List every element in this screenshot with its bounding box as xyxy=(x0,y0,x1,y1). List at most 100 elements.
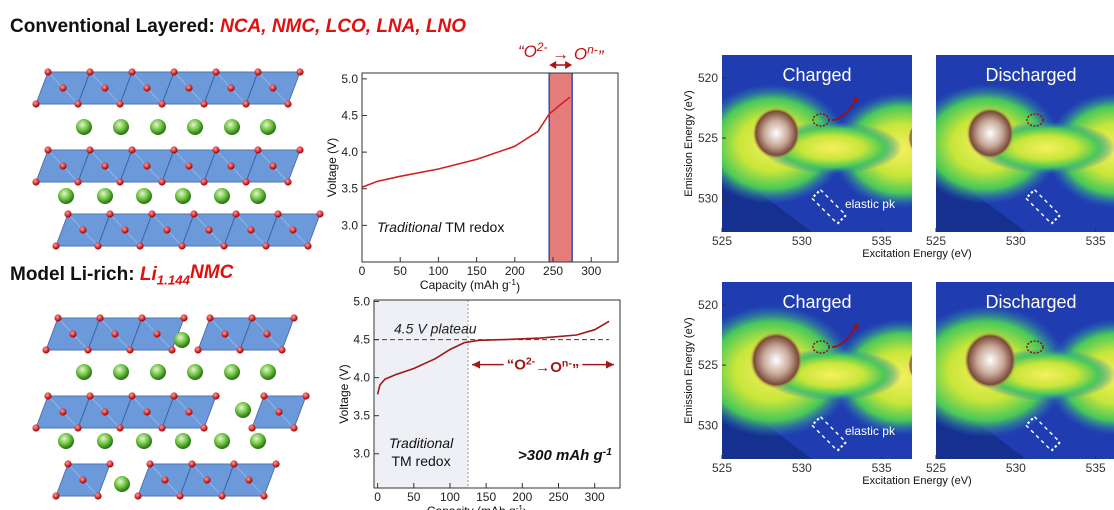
oxygen xyxy=(44,68,52,76)
lithium xyxy=(224,364,240,380)
redox-label: “O2- → On-” xyxy=(518,40,605,66)
map-core xyxy=(963,331,1017,389)
x-tick-label: 535 xyxy=(1086,461,1106,475)
y-tick-label: 525 xyxy=(698,358,718,372)
y-tick-label: 3.0 xyxy=(341,218,358,232)
oxygen xyxy=(121,226,129,234)
label-part: 2- xyxy=(536,40,548,54)
label-part: Capacity (mAh g xyxy=(427,504,516,510)
oxygen xyxy=(96,314,104,322)
oxygen xyxy=(158,100,166,108)
oxygen xyxy=(178,242,186,250)
oxygen xyxy=(59,84,67,92)
y-tick-label: 530 xyxy=(698,191,718,205)
label-part: ” xyxy=(598,47,605,66)
note-rest: TM redox xyxy=(391,453,450,469)
y-tick-label: 4.5 xyxy=(341,108,358,122)
pointer-arrow xyxy=(832,99,857,121)
oxygen xyxy=(190,210,198,218)
lithium xyxy=(174,332,190,348)
x-tick-label: 0 xyxy=(359,264,366,278)
oxygen xyxy=(205,226,213,234)
y-axis-label: Voltage (V) xyxy=(325,138,339,197)
panel-title: Discharged xyxy=(985,292,1076,312)
oxygen xyxy=(212,392,220,400)
x-axis-label: Excitation Energy (eV) xyxy=(862,475,971,487)
oxygen xyxy=(180,314,188,322)
lithium xyxy=(187,119,203,135)
oxygen xyxy=(220,242,228,250)
arrow-head xyxy=(549,61,557,69)
oxygen xyxy=(304,242,312,250)
x-tick-label: 530 xyxy=(1006,461,1026,475)
oxygen xyxy=(200,424,208,432)
oxygen xyxy=(176,492,184,500)
lithium xyxy=(97,188,113,204)
lithium xyxy=(58,188,74,204)
oxygen xyxy=(64,460,72,468)
oxygen xyxy=(44,392,52,400)
lithium xyxy=(114,476,130,492)
oxygen xyxy=(242,100,250,108)
plot-area xyxy=(362,73,618,262)
oxygen xyxy=(59,162,67,170)
x-tick-label: 100 xyxy=(440,490,460,504)
o-feature xyxy=(1026,113,1044,127)
material: Li xyxy=(140,264,158,285)
oxygen xyxy=(52,242,60,250)
lithium xyxy=(175,433,191,449)
y-axis-label: Emission Energy (eV) xyxy=(683,317,695,423)
label-part: “O xyxy=(518,42,537,61)
lithium xyxy=(250,188,266,204)
label-part: →O xyxy=(535,359,562,376)
lithium xyxy=(76,364,92,380)
oxygen xyxy=(116,424,124,432)
label-part: -1 xyxy=(509,277,517,287)
capacity-label: >300 mAh g-1 xyxy=(518,446,612,464)
x-axis-label: Capacity (mAh g-1) xyxy=(427,503,527,510)
oxygen xyxy=(218,492,226,500)
oxygen xyxy=(158,424,166,432)
oxygen xyxy=(254,68,262,76)
x-tick-label: 300 xyxy=(581,264,601,278)
y-tick-label: 520 xyxy=(698,71,718,85)
section-label: Conventional Layered: xyxy=(10,16,215,37)
map-core xyxy=(966,107,1015,160)
oxygen xyxy=(158,178,166,186)
rixs-map: Charged elastic pk xyxy=(722,282,912,459)
label-part: 2- xyxy=(526,355,536,367)
oxygen xyxy=(296,146,304,154)
oxygen xyxy=(212,68,220,76)
label-part: ) xyxy=(516,280,520,294)
oxygen xyxy=(101,162,109,170)
x-tick-label: 300 xyxy=(585,490,605,504)
plot-frame xyxy=(373,299,621,489)
oxygen xyxy=(79,226,87,234)
oxygen xyxy=(146,460,154,468)
oxygen xyxy=(296,68,304,76)
oxygen xyxy=(230,460,238,468)
x-tick-label: 525 xyxy=(926,234,946,248)
oxygen xyxy=(94,242,102,250)
material: NMC xyxy=(190,262,234,283)
y-tick-label: 4.0 xyxy=(353,371,370,385)
oxygen xyxy=(54,314,62,322)
oxygen xyxy=(194,346,202,354)
oxygen xyxy=(274,210,282,218)
oxygen xyxy=(74,178,82,186)
note: Traditional TM redox xyxy=(377,219,504,235)
oxygen xyxy=(188,460,196,468)
oxygen xyxy=(42,346,50,354)
arrow-head xyxy=(606,360,614,369)
section-heading: Model Li-rich: Li1.144NMC xyxy=(10,262,234,288)
x-tick-label: 535 xyxy=(872,234,892,248)
lithium xyxy=(150,119,166,135)
label-part: → O xyxy=(547,45,587,64)
x-tick-label: 150 xyxy=(467,264,487,278)
oxygen xyxy=(170,68,178,76)
arrow-head xyxy=(565,61,573,69)
oxygen xyxy=(86,68,94,76)
oxygen xyxy=(206,314,214,322)
x-axis-label: Capacity (mAh g-1) xyxy=(420,277,520,294)
